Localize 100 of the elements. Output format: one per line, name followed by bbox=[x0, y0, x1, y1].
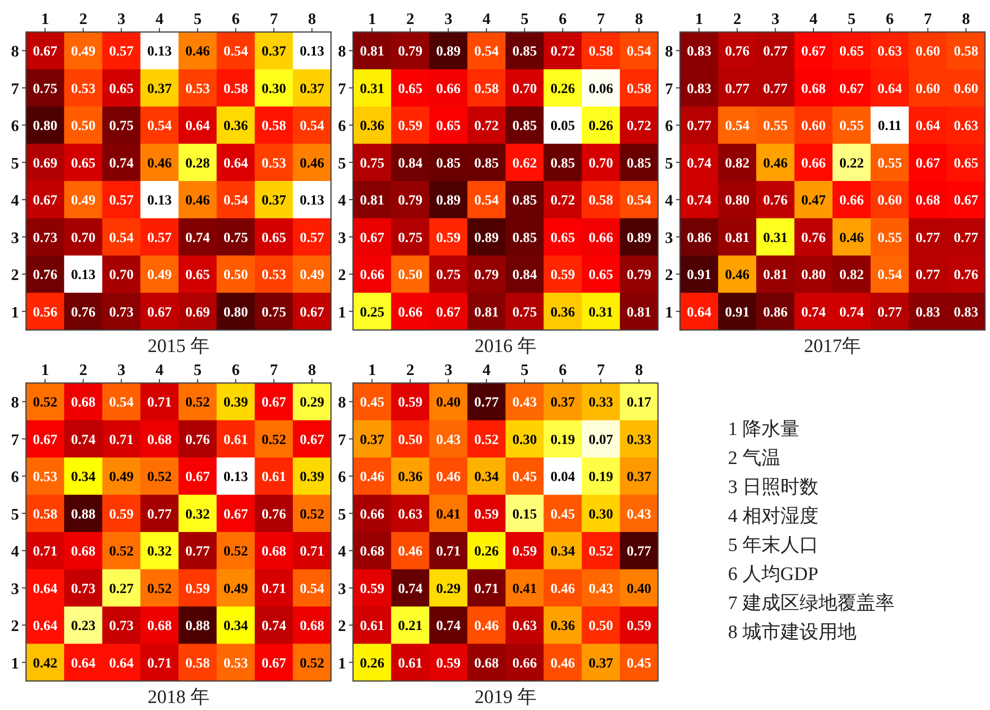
x-tick-label: 1 bbox=[368, 362, 376, 379]
data-label: 0.53 bbox=[70, 82, 96, 97]
data-label: 0.58 bbox=[954, 44, 978, 60]
data-label: 0.52 bbox=[474, 432, 499, 448]
data-label: 0.53 bbox=[185, 82, 210, 97]
y-tick-label: 6 bbox=[11, 118, 19, 136]
y-tick-label: 7 bbox=[338, 432, 346, 449]
data-label: 0.04 bbox=[550, 470, 575, 486]
y-tick-label: 4 bbox=[11, 544, 19, 561]
data-label: 0.66 bbox=[360, 268, 384, 284]
data-label: 0.67 bbox=[147, 305, 172, 320]
data-label: 0.13 bbox=[300, 194, 324, 209]
data-label: 0.67 bbox=[32, 432, 58, 448]
data-label: 0.67 bbox=[954, 194, 978, 209]
data-label: 0.86 bbox=[763, 305, 788, 320]
data-label: 0.79 bbox=[626, 268, 652, 284]
data-label: 0.81 bbox=[626, 305, 652, 320]
data-label: 0.89 bbox=[436, 194, 461, 209]
data-label: 0.59 bbox=[109, 507, 134, 522]
data-label: 0.33 bbox=[588, 396, 614, 411]
y-tick-label: 6 bbox=[338, 469, 346, 486]
x-axis-title: 2018 年 bbox=[148, 687, 210, 708]
data-label: 0.74 bbox=[686, 194, 712, 209]
data-label: 0.26 bbox=[360, 656, 384, 672]
data-label: 0.58 bbox=[262, 119, 286, 134]
data-label: 0.85 bbox=[436, 156, 461, 172]
data-label: 0.68 bbox=[474, 656, 499, 672]
data-label: 0.54 bbox=[877, 268, 902, 284]
data-label: 0.67 bbox=[801, 44, 826, 60]
data-label: 0.55 bbox=[877, 230, 902, 246]
data-label: 0.59 bbox=[398, 119, 422, 134]
data-label: 0.75 bbox=[360, 156, 384, 172]
data-label: 0.80 bbox=[223, 305, 248, 320]
data-label: 0.52 bbox=[185, 396, 210, 411]
data-label: 0.54 bbox=[300, 119, 324, 134]
text: 4 相对湿度 bbox=[728, 505, 818, 527]
data-label: 0.46 bbox=[300, 156, 324, 172]
data-label: 0.57 bbox=[147, 230, 172, 246]
data-label: 0.25 bbox=[360, 305, 384, 320]
data-label: 0.60 bbox=[801, 119, 826, 134]
data-label: 0.26 bbox=[474, 544, 499, 560]
data-label: 0.46 bbox=[185, 44, 210, 60]
y-tick-label: 2 bbox=[11, 267, 19, 284]
y-tick-label: 7 bbox=[665, 80, 673, 98]
data-label: 0.45 bbox=[512, 470, 537, 486]
data-label: 0.53 bbox=[32, 470, 58, 486]
data-label: 0.67 bbox=[32, 194, 58, 209]
data-label: 0.37 bbox=[262, 44, 286, 60]
data-label: 0.17 bbox=[626, 396, 652, 411]
data-label: 0.66 bbox=[360, 507, 384, 522]
data-label: 0.46 bbox=[724, 268, 750, 284]
data-label: 0.41 bbox=[436, 507, 461, 522]
data-label: 0.68 bbox=[801, 82, 826, 97]
y-tick-label: 1 bbox=[338, 304, 346, 322]
text: 7 建成区绿地覆盖率 bbox=[728, 592, 894, 614]
data-label: 0.70 bbox=[70, 230, 96, 246]
data-label: 0.71 bbox=[436, 544, 461, 560]
data-label: 0.53 bbox=[223, 656, 248, 672]
data-label: 0.40 bbox=[626, 582, 652, 597]
data-label: 0.65 bbox=[550, 230, 575, 246]
data-label: 0.59 bbox=[550, 268, 575, 284]
data-label: 0.52 bbox=[300, 656, 324, 672]
data-label: 0.89 bbox=[626, 230, 652, 246]
data-label: 0.07 bbox=[588, 432, 614, 448]
data-label: 0.64 bbox=[109, 656, 134, 672]
data-label: 0.29 bbox=[436, 582, 461, 597]
data-label: 0.54 bbox=[626, 194, 652, 209]
y-tick-label: 3 bbox=[338, 580, 346, 598]
x-tick-label: 7 bbox=[270, 362, 278, 379]
x-tick-label: 2 bbox=[406, 11, 414, 28]
data-label: 0.46 bbox=[839, 230, 864, 246]
data-label: 0.68 bbox=[262, 544, 286, 560]
data-label: 0.59 bbox=[474, 507, 499, 522]
x-tick-label: 6 bbox=[558, 11, 567, 28]
data-label: 0.37 bbox=[588, 656, 614, 672]
data-label: 0.84 bbox=[398, 156, 422, 172]
data-label: 0.54 bbox=[626, 44, 652, 60]
y-tick-label: 8 bbox=[338, 44, 346, 61]
data-label: 0.37 bbox=[550, 396, 575, 411]
data-label: 0.53 bbox=[262, 268, 286, 284]
data-label: 0.66 bbox=[801, 156, 826, 172]
data-label: 0.67 bbox=[300, 305, 324, 320]
data-label: 0.64 bbox=[185, 119, 210, 134]
data-label: 0.63 bbox=[954, 119, 978, 134]
data-label: 0.66 bbox=[588, 230, 614, 246]
x-tick-label: 7 bbox=[924, 11, 932, 28]
data-label: 0.46 bbox=[550, 582, 575, 597]
data-label: 0.65 bbox=[262, 230, 286, 246]
data-label: 0.83 bbox=[686, 44, 712, 60]
data-label: 0.74 bbox=[185, 230, 210, 246]
x-tick-label: 6 bbox=[232, 362, 240, 379]
data-label: 0.85 bbox=[474, 156, 499, 172]
data-label: 0.52 bbox=[147, 470, 172, 486]
data-label: 0.81 bbox=[474, 305, 499, 320]
y-tick-label: 2 bbox=[665, 267, 673, 284]
text: 2 气温 bbox=[728, 448, 780, 469]
data-label: 0.60 bbox=[954, 82, 978, 97]
data-label: 0.71 bbox=[32, 544, 58, 560]
data-label: 0.55 bbox=[877, 156, 902, 172]
y-tick-label: 3 bbox=[11, 580, 19, 598]
